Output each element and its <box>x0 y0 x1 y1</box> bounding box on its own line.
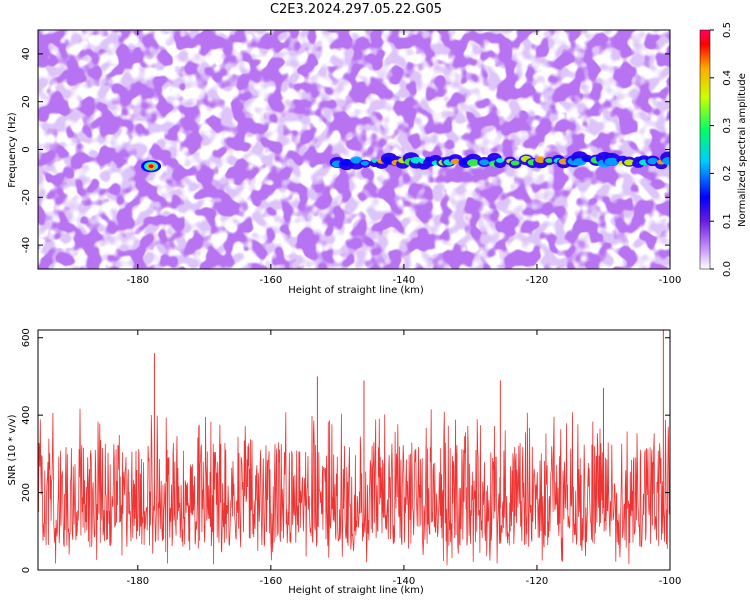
snr-y-ticks: 0 200 400 600 <box>21 328 670 573</box>
band-blob-core <box>510 160 520 166</box>
colorbar-gradient <box>699 29 711 270</box>
y-tick-label: -20 <box>21 189 32 205</box>
colorbar-ticks: 0.0 0.1 0.2 0.3 0.4 0.5 <box>710 22 733 277</box>
x-tick-label: -160 <box>259 576 282 587</box>
colorbar-tick-label: 0.1 <box>722 213 733 229</box>
spectrogram-y-label: Frequency (Hz) <box>7 112 18 188</box>
x-tick-label: -100 <box>659 576 682 587</box>
y-tick-label: 200 <box>21 483 32 502</box>
band-blob-core <box>479 159 490 166</box>
x-tick-label: -180 <box>126 576 149 587</box>
x-tick-label: -140 <box>393 576 416 587</box>
band-blob-core <box>350 156 363 164</box>
band-blob-core <box>360 160 369 166</box>
x-tick-label: -180 <box>126 275 149 286</box>
y-tick-label: 0 <box>21 146 32 152</box>
snr-x-label: Height of straight line (km) <box>288 585 424 596</box>
y-tick-label: 600 <box>21 328 32 347</box>
snr-series-line <box>38 408 670 566</box>
band-blob-core <box>450 158 461 165</box>
band-blob-core <box>647 157 659 165</box>
x-tick-label: -120 <box>526 576 549 587</box>
spectrogram-x-label: Height of straight line (km) <box>288 285 424 296</box>
colorbar-tick-label: 0.5 <box>722 22 733 38</box>
colorbar: 0.0 0.1 0.2 0.3 0.4 0.5 Normalized spectral a… <box>699 22 748 277</box>
hot-spot <box>148 164 154 169</box>
colorbar-label: Normalized spectral amplitude <box>737 73 748 227</box>
band-blob-core <box>467 159 480 167</box>
y-tick-label: 40 <box>21 48 32 61</box>
spectrogram-panel: -180 -160 -140 -120 -100 -40 -20 0 20 40 Height … <box>7 29 681 296</box>
band-blob-core <box>583 157 591 162</box>
x-tick-label: -120 <box>526 275 549 286</box>
snr-y-label: SNR (10 * v/v) <box>7 414 18 485</box>
band-blob-core <box>624 159 635 166</box>
band-blob-core <box>604 157 619 167</box>
colorbar-tick-label: 0.4 <box>722 70 733 86</box>
snr-panel: -180 -160 -140 -120 -100 0 200 400 600 Height o… <box>7 328 681 596</box>
x-tick-label: -100 <box>659 275 682 286</box>
colorbar-tick-label: 0.2 <box>722 165 733 181</box>
x-tick-label: -140 <box>393 275 416 286</box>
y-tick-label: 400 <box>21 406 32 425</box>
chart-title: C2E3.2024.297.05.22.G05 <box>270 2 442 17</box>
band-blob-core <box>545 158 553 163</box>
snr-peaks <box>153 330 664 509</box>
colorbar-tick-label: 0.0 <box>722 261 733 277</box>
snr-frame <box>37 329 671 571</box>
y-tick-label: -40 <box>21 237 32 253</box>
y-tick-label: 20 <box>21 95 32 108</box>
spectrogram-x-ticks: -180 -160 -140 -120 -100 <box>126 30 681 286</box>
signal-band <box>141 151 670 173</box>
band-blob-core <box>662 157 670 165</box>
spectrogram-noise <box>38 30 670 269</box>
x-tick-label: -160 <box>259 275 282 286</box>
band-blob-core <box>496 158 504 163</box>
snr-x-ticks: -180 -160 -140 -120 -100 <box>126 330 681 587</box>
spectrogram-y-ticks: -40 -20 0 20 40 <box>21 48 670 253</box>
y-tick-label: 0 <box>21 567 32 573</box>
colorbar-tick-label: 0.3 <box>722 118 733 134</box>
